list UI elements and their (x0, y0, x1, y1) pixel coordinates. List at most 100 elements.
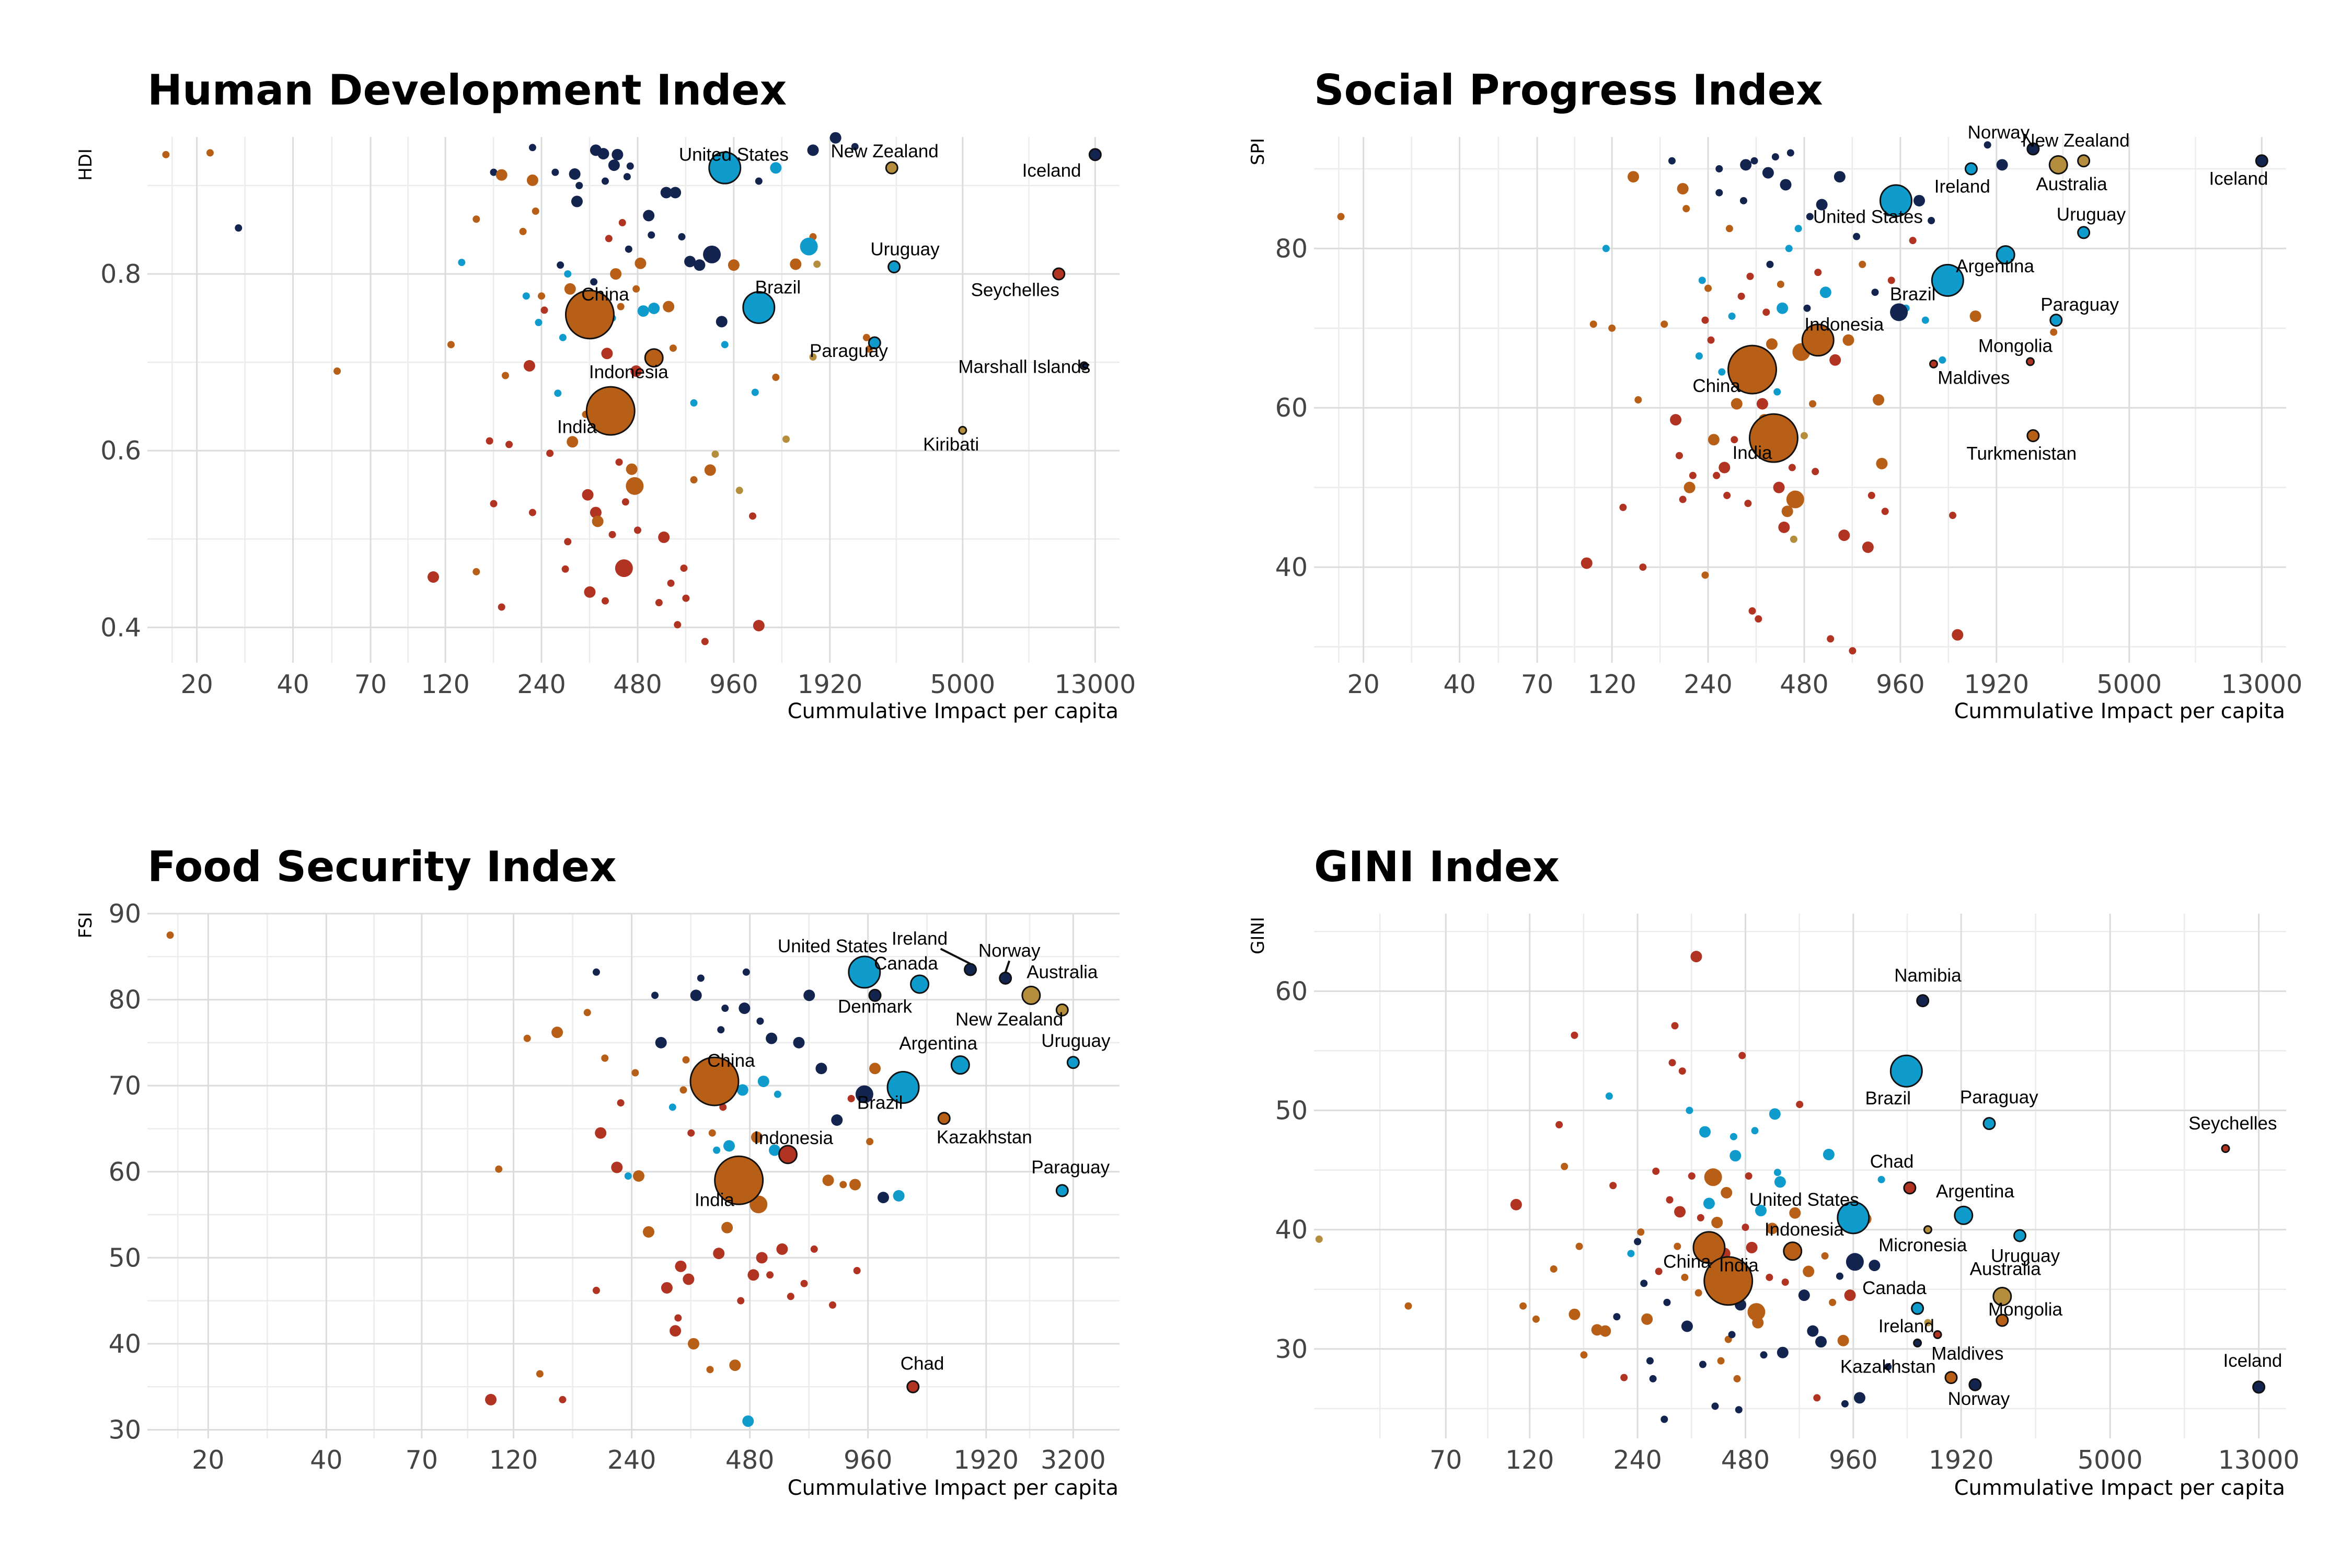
data-point (1599, 1325, 1611, 1337)
x-tick-label: 5000 (930, 670, 995, 699)
data-point (643, 210, 655, 222)
data-point-maldives (1933, 1330, 1942, 1339)
data-point (1728, 1331, 1736, 1339)
data-point (815, 1063, 827, 1075)
x-tick-label: 480 (1721, 1445, 1770, 1475)
x-tick-label: 240 (1684, 670, 1733, 699)
point-label: Australia (1970, 1259, 2042, 1279)
data-point (674, 621, 682, 629)
y-tick-label: 50 (1275, 1096, 1308, 1126)
data-point (678, 233, 686, 241)
data-point (1688, 1172, 1696, 1180)
data-point (721, 1221, 733, 1233)
data-point (1561, 1162, 1569, 1170)
data-point (1952, 629, 1964, 641)
data-point (1862, 541, 1874, 553)
data-point (766, 1032, 778, 1044)
panel-title: GINI Index (1314, 843, 1560, 891)
data-point (1639, 563, 1647, 571)
data-point-namibia (1916, 994, 1930, 1008)
data-point (501, 372, 509, 379)
data-point (810, 1245, 818, 1253)
data-point (1913, 194, 1926, 206)
data-point (749, 512, 757, 520)
data-points (166, 931, 1080, 1427)
data-point (601, 177, 609, 185)
data-point (1703, 1197, 1715, 1209)
data-point (564, 270, 572, 278)
point-label: Norway (1948, 1389, 2010, 1409)
data-point-norway (1968, 1378, 1982, 1391)
data-point (851, 143, 859, 151)
data-point (1694, 1289, 1702, 1297)
gridlines (147, 137, 1120, 663)
data-point (1681, 1320, 1693, 1332)
y-tick-label: 30 (1275, 1334, 1308, 1364)
x-tick-label: 13000 (1054, 670, 1136, 699)
data-point (1668, 1059, 1676, 1067)
data-point (561, 565, 569, 573)
data-point (632, 1170, 644, 1182)
point-label: China (707, 1051, 755, 1071)
data-point (1689, 471, 1697, 479)
point-label: Maldives (1931, 1343, 2003, 1364)
data-point (1605, 1092, 1613, 1100)
y-tick-label: 0.4 (100, 613, 141, 642)
point-label: Canada (874, 953, 938, 974)
data-point-ireland (1913, 1338, 1922, 1347)
point-label: United States (679, 145, 789, 165)
data-point (618, 219, 626, 227)
data-points (1315, 951, 2266, 1423)
data-point (1682, 205, 1690, 213)
data-point (569, 168, 581, 180)
data-point (626, 162, 634, 170)
data-point (617, 1099, 625, 1107)
point-label: Canada (1862, 1278, 1927, 1298)
point-label: Uruguay (870, 239, 940, 260)
data-point (608, 159, 620, 171)
point-label: Australia (2036, 174, 2107, 194)
data-point (1762, 167, 1774, 179)
data-point (831, 1114, 843, 1126)
data-point (682, 594, 690, 602)
data-point (584, 586, 596, 598)
data-point (736, 1084, 748, 1096)
point-label: Argentina (899, 1033, 977, 1054)
data-point-china (564, 290, 615, 340)
data-point (1794, 225, 1802, 233)
point-label: Indonesia (1804, 314, 1884, 335)
point-label: Paraguay (2040, 294, 2119, 315)
data-point (849, 1179, 861, 1191)
data-point (1717, 1357, 1725, 1365)
x-tick-label: 70 (406, 1445, 438, 1475)
data-point (1859, 260, 1866, 268)
data-point-paraguay (1055, 1184, 1069, 1197)
data-points (162, 132, 1102, 645)
data-point (1699, 1126, 1711, 1138)
data-point-argentina (950, 1055, 970, 1075)
data-point (612, 148, 624, 160)
data-point (523, 360, 535, 372)
data-point (472, 215, 480, 223)
data-point (1819, 286, 1831, 298)
x-tick-label: 70 (1521, 670, 1553, 699)
data-point (728, 259, 740, 271)
data-point (1807, 1325, 1819, 1337)
point-label: Iceland (2223, 1351, 2282, 1371)
data-point (679, 1086, 687, 1094)
data-point (1774, 1176, 1786, 1188)
data-point (1609, 1182, 1617, 1190)
point-label: India (1733, 443, 1772, 463)
point-label: China (581, 284, 629, 305)
data-point (1871, 289, 1879, 296)
data-point (809, 353, 817, 361)
point-label: Iceland (2209, 168, 2268, 189)
data-point (1873, 394, 1885, 406)
data-point (751, 388, 759, 396)
data-point-indonesia (778, 1145, 798, 1165)
data-point-canada (1911, 1301, 1924, 1315)
data-point (648, 231, 655, 239)
data-point (1760, 1351, 1768, 1359)
x-axis-label: Cummulative Impact per capita (788, 699, 1119, 723)
data-point (642, 1226, 654, 1238)
